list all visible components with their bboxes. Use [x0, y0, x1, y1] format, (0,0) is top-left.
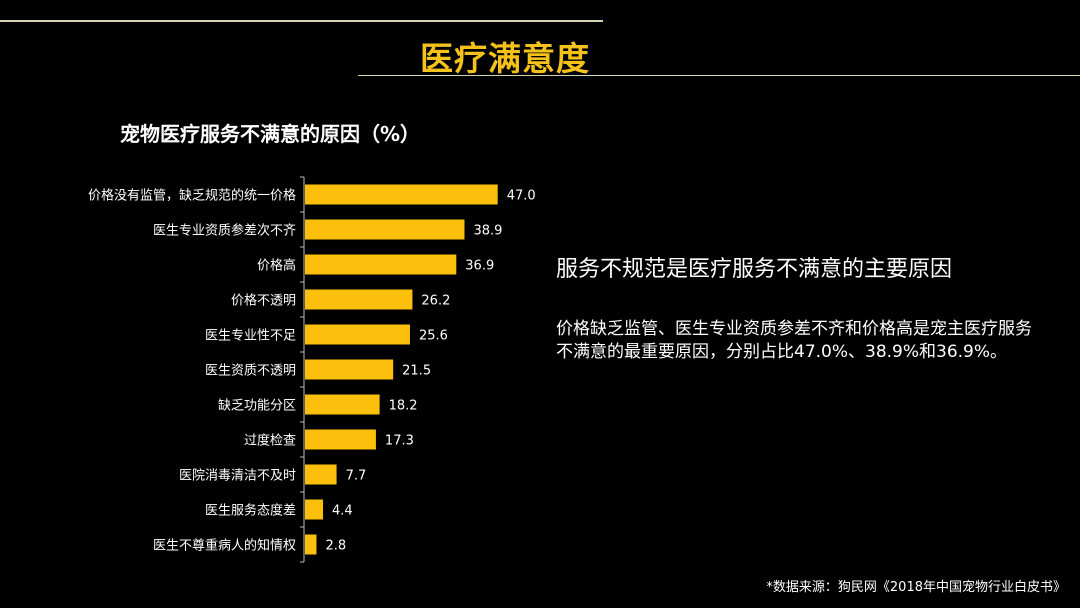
title-underline [358, 75, 1080, 76]
category-label: 医生资质不透明 [205, 364, 296, 379]
data-source: *数据来源：狗民网《2018年中国宠物行业白皮书》 [766, 580, 1066, 595]
category-label: 医生专业性不足 [205, 329, 296, 344]
bar [305, 254, 457, 275]
data-label: 17.3 [385, 434, 414, 449]
bar [305, 394, 380, 415]
category-label: 医生服务态度差 [205, 503, 296, 519]
category-label: 缺乏功能分区 [218, 399, 296, 414]
category-label: 医生专业资质参差次不齐 [153, 223, 296, 239]
bar [305, 534, 317, 555]
category-label: 价格高 [257, 258, 296, 274]
summary-headline: 服务不规范是医疗服务不满意的主要原因 [556, 257, 953, 282]
summary-body: 价格缺乏监管、医生专业资质参差不齐和价格高是宠主医疗服务不满意的最重要原因，分别… [556, 319, 1032, 362]
data-label: 2.8 [325, 539, 346, 554]
chart-title: 宠物医疗服务不满意的原因（%） [120, 122, 421, 146]
top-divider [0, 20, 603, 22]
data-label: 47.0 [507, 189, 536, 204]
data-label: 25.6 [419, 329, 448, 344]
category-label: 医生不尊重病人的知情权 [153, 538, 296, 554]
category-label: 价格不透明 [231, 293, 296, 309]
data-label: 18.2 [389, 399, 418, 414]
page-title: 医疗满意度 [420, 39, 590, 78]
data-label: 36.9 [465, 259, 494, 274]
bar [305, 184, 498, 205]
bar [305, 289, 413, 310]
category-label: 价格没有监管，缺乏规范的统一价格 [88, 188, 296, 204]
data-label: 7.7 [346, 469, 367, 484]
category-label: 过度检查 [244, 433, 296, 449]
bar [305, 499, 324, 520]
category-label: 医院消毒清洁不及时 [179, 469, 296, 484]
data-label: 26.2 [421, 294, 450, 309]
data-label: 38.9 [473, 224, 502, 239]
bar [305, 429, 376, 450]
bar [305, 324, 410, 345]
data-label: 4.4 [332, 504, 353, 519]
data-label: 21.5 [402, 364, 431, 379]
bar [305, 219, 465, 240]
bar [305, 464, 337, 485]
bar [305, 359, 394, 380]
